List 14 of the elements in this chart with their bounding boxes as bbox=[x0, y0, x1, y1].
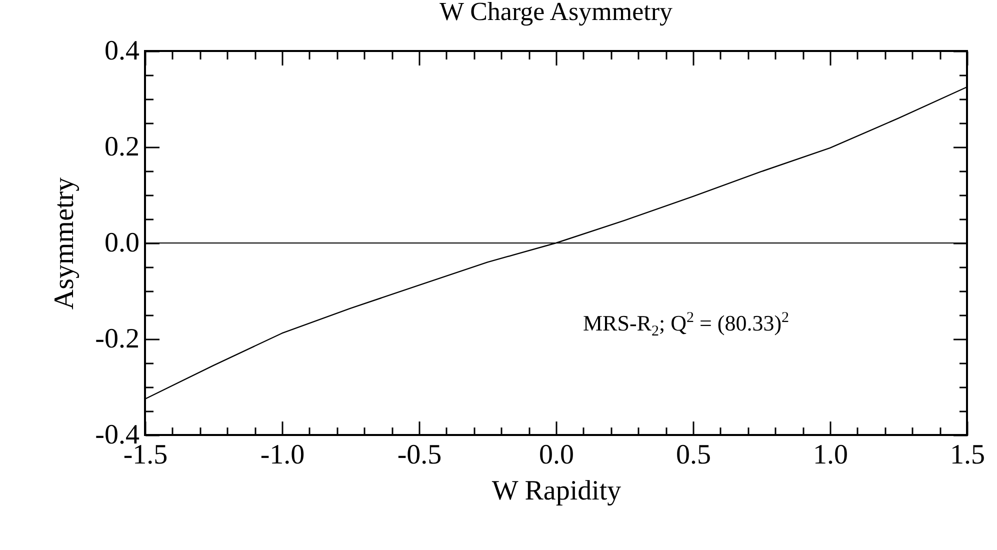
y-axis-title: Asymmetry bbox=[49, 177, 80, 310]
x-tick-label: 0.0 bbox=[539, 440, 574, 470]
y-tick-label: 0.4 bbox=[104, 36, 140, 66]
y-tick-label: -0.2 bbox=[95, 324, 140, 354]
y-tick-label: 0.0 bbox=[104, 228, 140, 258]
x-tick-label: -1.0 bbox=[260, 440, 305, 470]
chart-title: W Charge Asymmetry bbox=[439, 0, 673, 26]
x-tick-label: 0.5 bbox=[676, 440, 711, 470]
x-tick-label: -0.5 bbox=[397, 440, 442, 470]
x-tick-label: 1.5 bbox=[950, 440, 985, 470]
x-axis-title: W Rapidity bbox=[492, 476, 622, 506]
x-tick-label: 1.0 bbox=[813, 440, 848, 470]
annotation: MRS-R$_{2}$; Q$^{2}$ = (80.33)$^{2}$ bbox=[583, 310, 790, 341]
y-tick-label: 0.2 bbox=[104, 132, 140, 162]
